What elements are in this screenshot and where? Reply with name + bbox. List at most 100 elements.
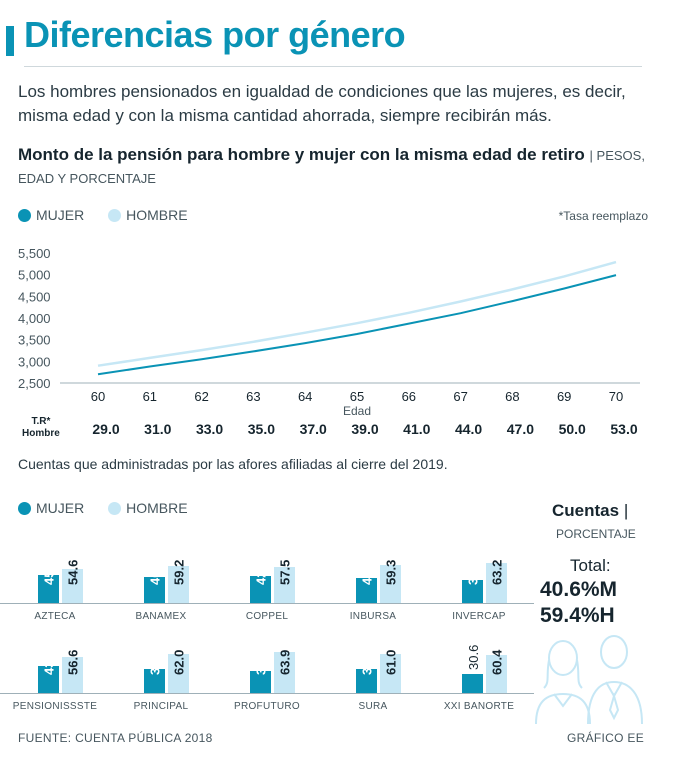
bar-value-label: 36.1 [253, 649, 268, 675]
bank-name: INVERCAP [452, 611, 506, 622]
bar-mujer: 40.8 [144, 560, 165, 604]
bar-mujer [462, 674, 483, 694]
bank-group: 40.7 59.3 INBURSA [318, 544, 428, 624]
x-tick-label: 62 [194, 389, 208, 404]
bar-value-label: 40.8 [147, 559, 162, 585]
bar-value-label: 42.5 [253, 559, 268, 585]
bar-value-label: 56.6 [65, 649, 80, 675]
y-tick-label: 4,500 [18, 289, 51, 304]
y-axis-ticks: 2,500 3,000 3,500 4,000 4,500 5,000 5,500 [18, 246, 51, 391]
x-tick-label: 61 [143, 389, 157, 404]
chart1-title: Monto de la pensión para hombre y mujer … [18, 145, 645, 186]
legend2-hombre-label: HOMBRE [126, 500, 188, 516]
bar-hombre: 62.0 [168, 650, 189, 694]
x-tick-label: 70 [609, 389, 623, 404]
legend-hombre-label: HOMBRE [126, 207, 188, 223]
bank-name: PRINCIPAL [133, 701, 189, 712]
bar-value-label: 63.9 [277, 649, 292, 675]
man-icon [587, 635, 643, 724]
bar-hombre: 56.6 [62, 650, 83, 694]
bank-group: 30.6 60.4 XXI BANORTE [424, 634, 534, 714]
bar-hombre: 57.5 [274, 560, 295, 604]
y-tick-label: 4,000 [18, 311, 51, 326]
legend2-mujer-swatch [18, 502, 31, 515]
series-hombre-line [97, 260, 617, 367]
credit-note: GRÁFICO EE [566, 731, 644, 745]
title-accent-bar [6, 26, 14, 56]
chart1-title-main: Monto de la pensión para hombre y mujer … [18, 145, 585, 164]
bank-name: XXI BANORTE [443, 701, 515, 712]
tr-value: 41.0 [403, 421, 431, 437]
bar-hombre: 63.9 [274, 649, 295, 694]
tr-value: 47.0 [506, 421, 535, 437]
bar-baseline [424, 693, 534, 694]
bar-value-label: 57.5 [277, 559, 292, 585]
bar-value-label: 59.2 [171, 559, 186, 585]
bank-name: SURA [358, 701, 388, 712]
y-tick-label: 3,000 [18, 354, 51, 369]
bank-group: 39.0 61.0 SURA [318, 634, 428, 714]
people-illustration [535, 635, 643, 724]
legend-mujer-swatch [18, 209, 31, 222]
source-note: FUENTE: CUENTA PÚBLICA 2018 [18, 731, 213, 745]
bank-group: 45.4 54.6 AZTECA [0, 544, 110, 624]
title-divider [24, 66, 642, 67]
bar-mujer: 45.4 [38, 560, 59, 604]
bank-group: 38.0 62.0 PRINCIPAL [106, 634, 216, 714]
bar-value-label: 40.7 [359, 559, 374, 585]
line-chart: 2,500 3,000 3,500 4,000 4,500 5,000 5,500 60 61… [18, 246, 640, 418]
bar-baseline [212, 693, 322, 694]
tr-value: 37.0 [299, 421, 327, 437]
y-tick-label: 5,000 [18, 268, 51, 283]
page-title: Diferencias por género [24, 14, 406, 55]
bank-name: INBURSA [349, 611, 397, 622]
bank-group: 43.4 56.6 PENSIONISSSTE [0, 634, 110, 714]
bar-mujer: 36.8 [462, 560, 483, 604]
y-tick-label: 3,500 [18, 333, 51, 348]
tr-label-1: T.R* [31, 416, 51, 427]
cuentas-title: Cuentas | [552, 501, 629, 520]
bar-baseline [0, 693, 110, 694]
bar-hombre: 54.6 [62, 560, 83, 604]
bar-value-label: 38.0 [147, 649, 162, 675]
bank-group: 40.8 59.2 BANAMEX [106, 544, 216, 624]
bar-baseline [106, 693, 216, 694]
bar-mujer: 43.4 [38, 650, 59, 694]
bar-hombre: 61.0 [380, 650, 401, 694]
bar-mujer: 38.0 [144, 650, 165, 694]
bank-name: AZTECA [34, 611, 76, 622]
bar-mujer: 36.1 [250, 650, 271, 694]
x-tick-label: 66 [402, 389, 416, 404]
legend-hombre-swatch [108, 209, 122, 222]
x-tick-label: 69 [557, 389, 571, 404]
x-tick-label: 64 [298, 389, 312, 404]
bar-mujer: 39.0 [356, 650, 377, 694]
legend2-mujer-label: MUJER [36, 500, 85, 516]
bank-name: COPPEL [245, 611, 289, 622]
bar-mujer: 42.5 [250, 560, 271, 604]
bar-baseline [318, 693, 428, 694]
bar-value-label: 60.4 [489, 649, 504, 675]
bar-baseline [212, 603, 322, 604]
tr-row-label: T.R* Hombre [22, 416, 60, 440]
y-tick-label: 5,500 [18, 246, 51, 261]
cuentas-subtitle: PORCENTAJE [556, 527, 636, 541]
total-hombre: 59.4%H [540, 604, 615, 627]
bar-hombre: 59.2 [168, 560, 189, 604]
tr-value: 33.0 [195, 421, 224, 437]
bar-baseline [318, 603, 428, 604]
cuentas-title-text: Cuentas [552, 501, 620, 520]
bar-value-label: 45.4 [41, 559, 56, 585]
bar-hombre: 59.3 [380, 560, 401, 604]
chart1-footnote: *Tasa reemplazo [558, 209, 648, 223]
bar-value-label: 59.3 [383, 559, 398, 585]
x-tick-label: 67 [453, 389, 467, 404]
tr-value: 29.0 [92, 421, 120, 437]
bar-hombre: 63.2 [486, 560, 507, 604]
chart1-title-sub: PESOS, EDAD Y PORCENTAJE [18, 148, 645, 186]
bank-name: BANAMEX [135, 611, 187, 622]
legend2-hombre-swatch [108, 502, 122, 515]
bar-value-label: 36.8 [465, 559, 480, 585]
total-label: Total: [570, 556, 611, 575]
bar-value-label: 30.6 [466, 644, 481, 671]
